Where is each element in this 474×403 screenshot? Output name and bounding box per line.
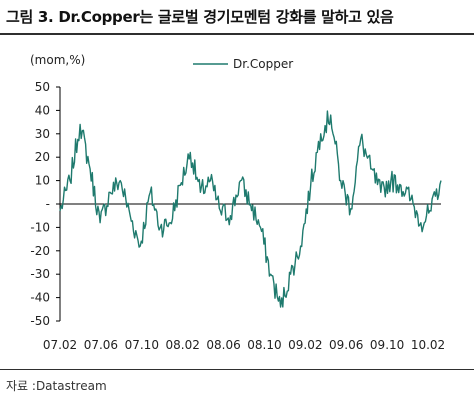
x-tick-label: 08.06 [206,338,240,352]
y-tick-label: 40 [35,103,50,117]
x-tick-label: 07.06 [84,338,118,352]
y-tick-label: -30 [30,267,50,281]
plot-area [59,110,442,308]
title-divider [0,33,474,35]
y-tick-label: 20 [35,150,50,164]
y-tick-label: 50 [35,80,50,94]
source-note: 자료 :Datastream [6,379,107,393]
x-tick-label: 09.06 [329,338,363,352]
y-tick-label: -50 [30,314,50,328]
y-tick-label: 30 [35,127,50,141]
unit-label: (mom,%) [30,53,85,67]
y-tick-label: 10 [35,174,50,188]
x-tick-label: 08.10 [247,338,281,352]
figure-title: 그림 3. Dr.Copper는 글로벌 경기모멘텀 강화를 말하고 있음 [6,8,394,26]
y-axis: 50 40 30 20 10 - -10 -20 -30 -40 -50 [30,80,61,328]
x-axis: 07.02 07.06 07.10 08.02 08.06 08.10 09.02 09.06… [43,203,445,352]
x-tick-label: 07.10 [125,338,159,352]
legend-label-dr-copper: Dr.Copper [233,57,293,71]
y-tick-label: - [46,197,50,211]
x-tick-label: 07.02 [43,338,77,352]
y-tick-label: -10 [30,220,50,234]
x-tick-label: 09.02 [288,338,322,352]
copper-line-chart: (mom,%) Dr.Copper 50 40 30 20 10 - -10 -20 -30 -4… [30,53,445,352]
x-tick-label: 09.10 [370,338,404,352]
x-tick-label: 08.02 [165,338,199,352]
x-tick-label: 10.02 [411,338,445,352]
footer-divider [0,369,474,370]
legend: Dr.Copper [193,57,293,71]
y-tick-label: -40 [30,291,50,305]
series-line-dr-copper [59,110,442,308]
y-tick-label: -20 [30,244,50,258]
